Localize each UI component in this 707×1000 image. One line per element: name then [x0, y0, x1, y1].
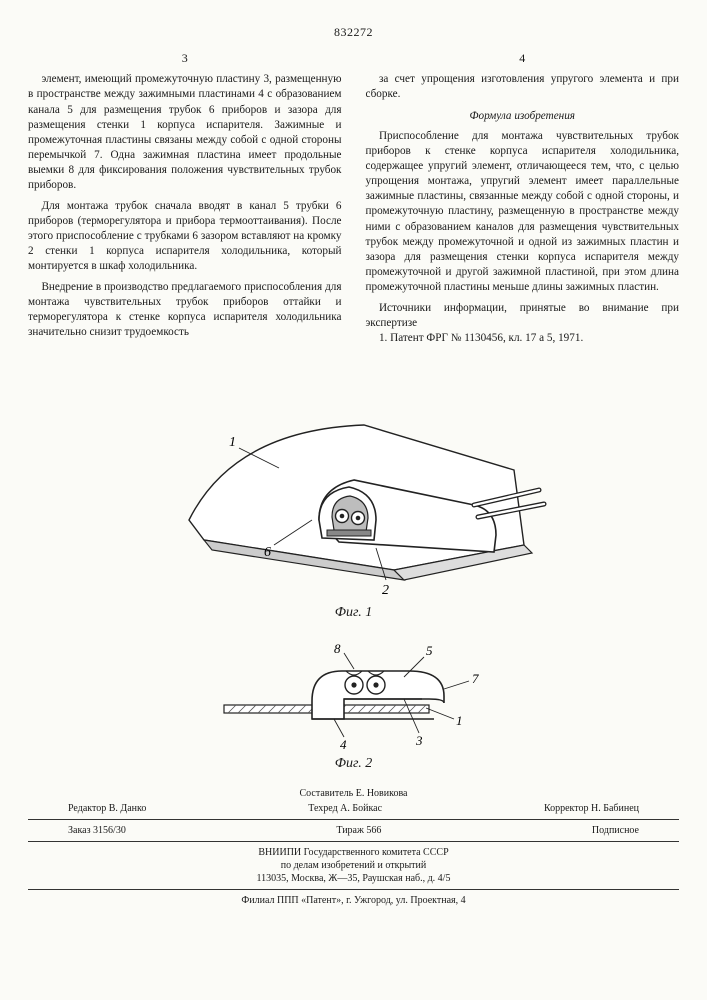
left-col-number: 3 [28, 50, 342, 66]
fig2-label-1: 1 [456, 713, 463, 728]
right-column: 4 за счет упрощения изготовления упругог… [366, 50, 680, 351]
fig2-label-5: 5 [426, 643, 433, 658]
footer-tirazh: Тираж 566 [336, 824, 381, 837]
footer-corrector: Корректор Н. Бабинец [544, 802, 639, 815]
footer-addr2: Филиал ППП «Патент», г. Ужгород, ул. Про… [28, 894, 679, 907]
fig2-label-8: 8 [334, 641, 341, 656]
sources-body: 1. Патент ФРГ № 1130456, кл. 17 а 5, 197… [366, 331, 680, 346]
fig2-caption: Фиг. 2 [28, 755, 679, 774]
left-para-2: Для монтажа трубок сначала вводят в кана… [28, 199, 342, 275]
fig2-label-7: 7 [472, 671, 479, 686]
fig1-caption: Фиг. 1 [28, 604, 679, 623]
footer-subscript: Подписное [592, 824, 639, 837]
footer-author: Составитель Е. Новикова [28, 787, 679, 800]
right-top-para: за счет упрощения изготовления упругого … [366, 72, 680, 102]
footer-org1: ВНИИПИ Государственного комитета СССР [28, 846, 679, 859]
fig1-label-2: 2 [382, 583, 389, 598]
footer-order: Заказ 3156/30 [68, 824, 126, 837]
text-columns: 3 элемент, имеющий промежуточную пластин… [28, 50, 679, 351]
fig1-label-1: 1 [229, 435, 236, 450]
footer: Составитель Е. Новикова Редактор В. Данк… [28, 787, 679, 907]
left-para-1: элемент, имеющий промежуточную пластину … [28, 72, 342, 193]
figure-2: 8 5 7 1 3 4 Фиг. 2 [28, 641, 679, 774]
footer-techred: Техред А. Бойкас [308, 802, 382, 815]
right-col-number: 4 [366, 50, 680, 66]
footer-addr1: 113035, Москва, Ж—35, Раушская наб., д. … [28, 872, 679, 885]
document-number: 832272 [28, 24, 679, 40]
left-column: 3 элемент, имеющий промежуточную пластин… [28, 50, 342, 351]
fig2-label-4: 4 [340, 737, 347, 751]
formula-title: Формула изобретения [366, 109, 680, 124]
figure-1: 1 6 2 Фиг. 1 [28, 370, 679, 623]
fig1-label-6: 6 [264, 545, 271, 560]
left-para-3: Внедрение в производство предлагаемого п… [28, 280, 342, 340]
footer-editor: Редактор В. Данко [68, 802, 146, 815]
fig2-label-3: 3 [415, 733, 423, 748]
footer-org2: по делам изобретений и открытий [28, 859, 679, 872]
formula-body: Приспособление для монтажа чувствительны… [366, 129, 680, 295]
sources-title: Источники информации, принятые во вниман… [366, 301, 680, 331]
